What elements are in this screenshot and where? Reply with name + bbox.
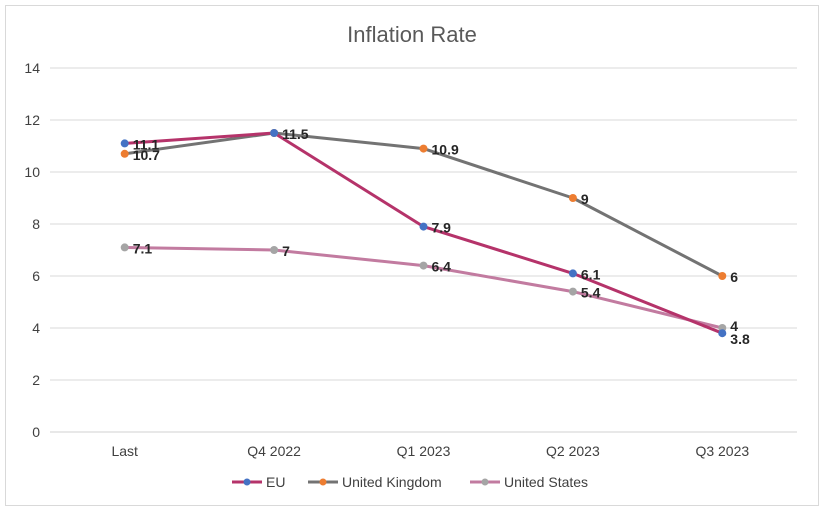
data-labels: 11.1 11.5 7.9 6.1 3.8 10.7 10.9 9 6 7.1 7 6.4 5.4 4 xyxy=(133,126,750,347)
series-line-eu xyxy=(123,131,724,335)
data-label: 7.9 xyxy=(432,220,452,236)
data-label: 6.4 xyxy=(432,259,452,275)
data-label: 6 xyxy=(730,269,738,285)
data-point xyxy=(419,222,428,231)
y-tick-label: 6 xyxy=(32,268,40,284)
series-markers xyxy=(120,129,727,338)
data-point xyxy=(419,144,428,153)
data-point xyxy=(270,129,279,137)
y-tick-label: 4 xyxy=(32,320,40,336)
legend-item-united-kingdom: United Kingdom xyxy=(308,474,442,490)
legend-marker-swatch xyxy=(481,478,489,486)
y-tick-label: 10 xyxy=(24,164,40,180)
legend-item-united-states: United States xyxy=(470,474,588,490)
y-tick-label: 2 xyxy=(32,372,40,388)
y-tick-label: 12 xyxy=(24,112,40,128)
series-line-united-states xyxy=(123,245,724,330)
data-point xyxy=(120,139,129,148)
data-point xyxy=(270,246,279,254)
legend-label: United States xyxy=(504,474,588,490)
legend-label: United Kingdom xyxy=(342,474,442,490)
series-line-united-kingdom xyxy=(123,131,724,278)
x-axis-ticks: Last Q4 2022 Q1 2023 Q2 2023 Q3 2023 xyxy=(111,443,749,459)
x-tick-label: Q3 2023 xyxy=(695,443,749,459)
data-point xyxy=(568,269,577,278)
data-point xyxy=(419,261,428,270)
legend-marker-swatch xyxy=(319,478,327,486)
y-tick-label: 8 xyxy=(32,216,40,232)
x-tick-label: Last xyxy=(111,443,138,459)
legend: EU United Kingdom United States xyxy=(232,474,588,490)
data-label: 7 xyxy=(282,243,290,259)
data-point xyxy=(718,272,727,280)
data-point xyxy=(568,194,577,202)
y-tick-label: 0 xyxy=(32,424,40,440)
data-point xyxy=(120,243,129,252)
legend-item-eu: EU xyxy=(232,474,285,490)
data-point xyxy=(718,329,727,338)
data-label: 4 xyxy=(730,318,738,334)
data-point xyxy=(120,149,129,158)
data-label: 11.5 xyxy=(282,126,309,142)
gridlines xyxy=(50,67,797,433)
chart-title: Inflation Rate xyxy=(347,22,477,47)
data-label: 6.1 xyxy=(581,266,601,282)
legend-marker-swatch xyxy=(243,478,251,486)
data-label: 7.1 xyxy=(133,240,153,256)
data-point xyxy=(568,287,577,296)
x-tick-label: Q1 2023 xyxy=(397,443,451,459)
legend-label: EU xyxy=(266,474,285,490)
data-label: 10.7 xyxy=(133,147,160,163)
series-lines xyxy=(123,131,724,335)
data-label: 11.1 xyxy=(133,136,160,152)
y-axis-ticks: 0 2 4 6 8 10 12 14 xyxy=(24,60,40,440)
data-label: 3.8 xyxy=(730,331,750,347)
data-label: 5.4 xyxy=(581,285,601,301)
x-tick-label: Q2 2023 xyxy=(546,443,600,459)
data-label: 9 xyxy=(581,191,589,207)
y-tick-label: 14 xyxy=(24,60,40,76)
data-label: 10.9 xyxy=(432,142,459,158)
x-tick-label: Q4 2022 xyxy=(247,443,301,459)
